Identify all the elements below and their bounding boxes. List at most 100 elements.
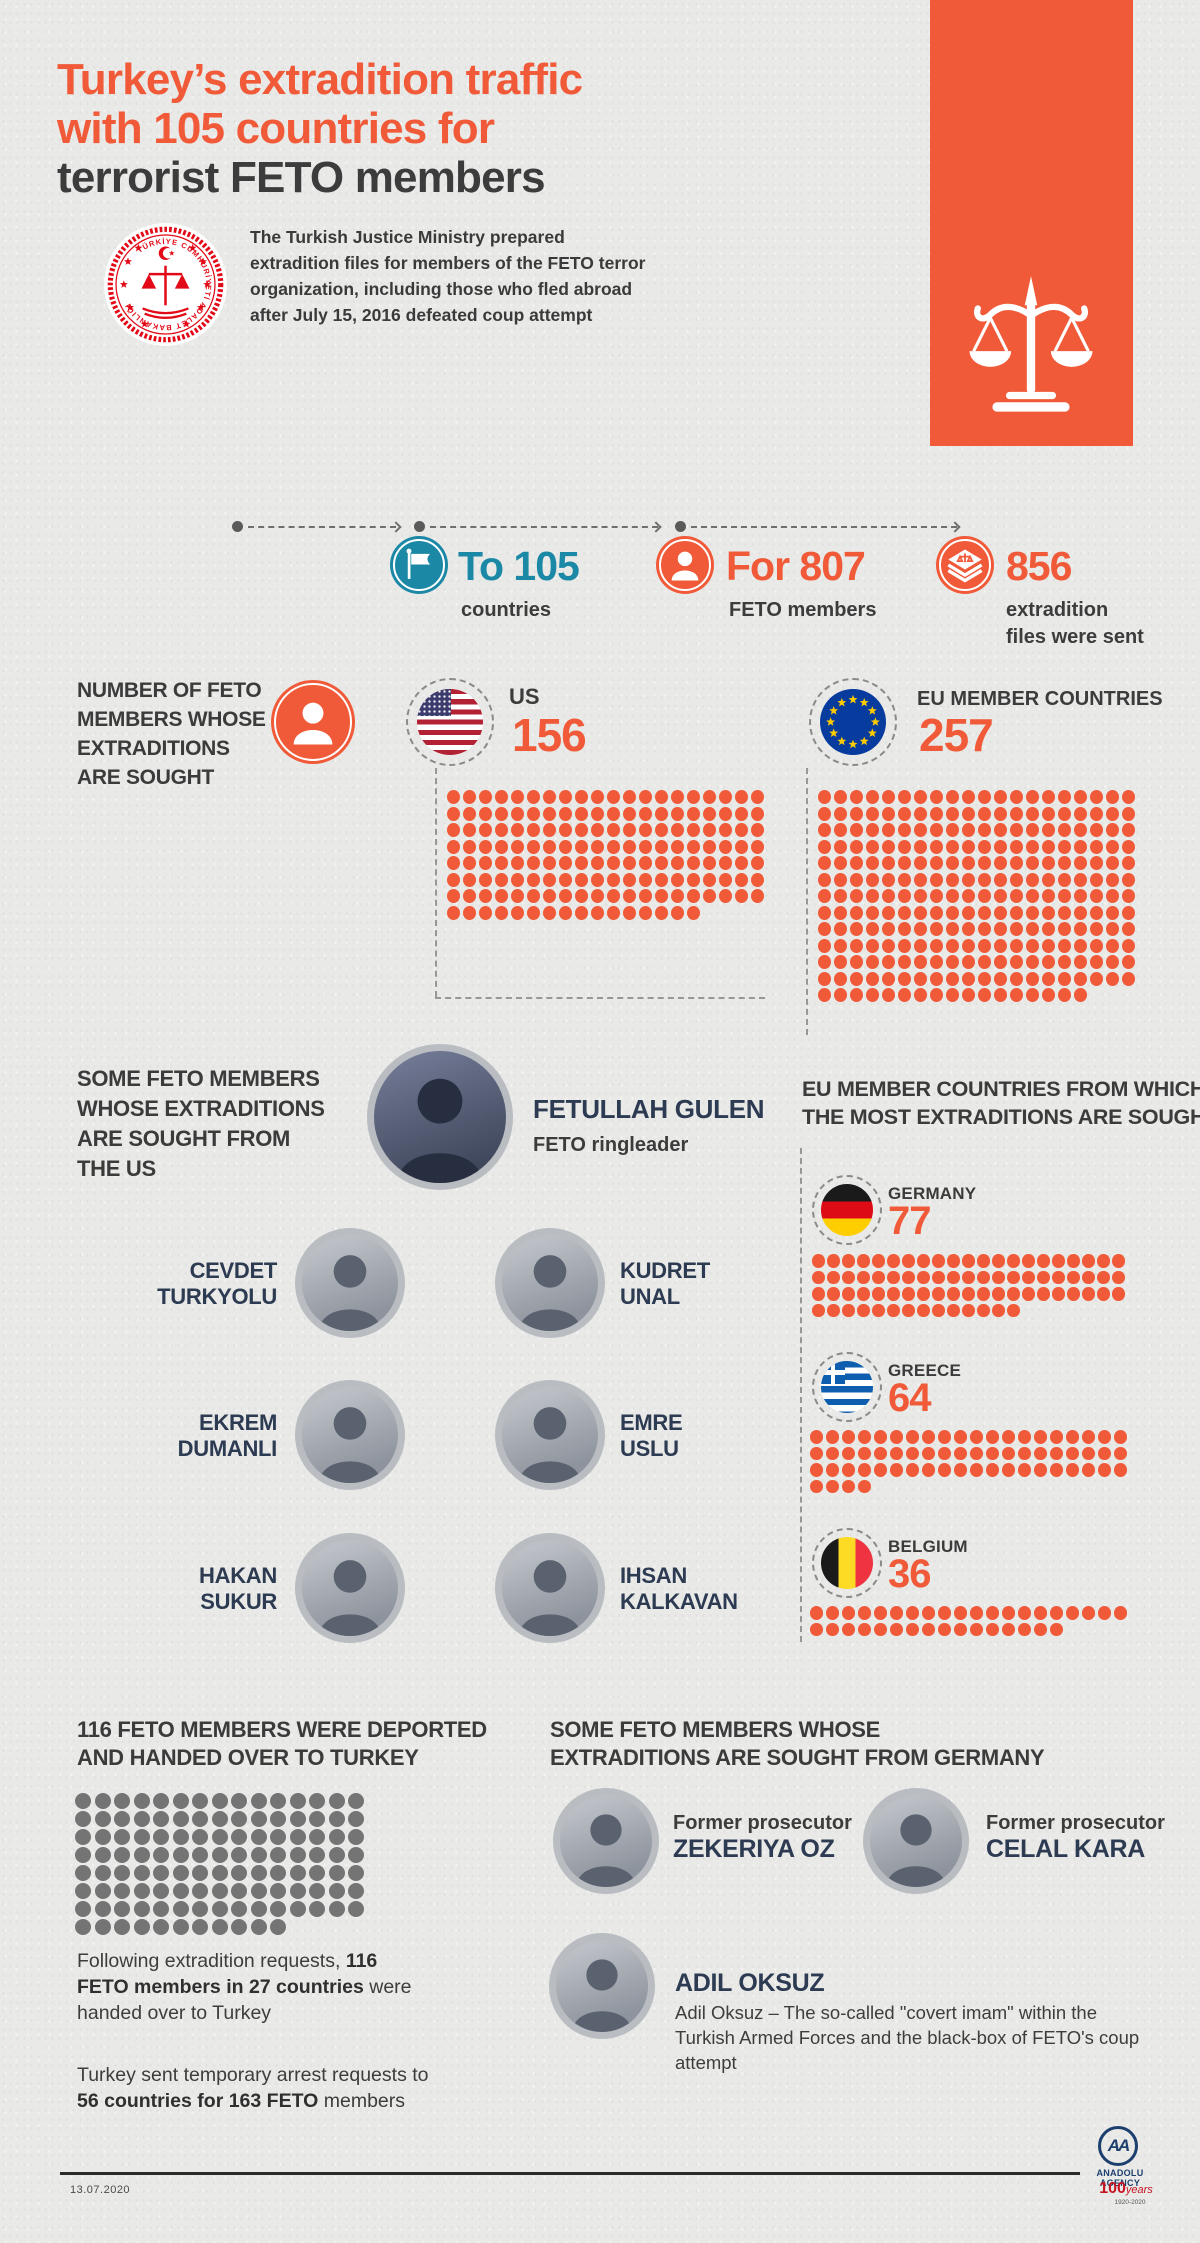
us-dot-matrix (447, 790, 764, 922)
us-guide-horizontal (435, 997, 765, 999)
flag-icon (390, 536, 448, 594)
section-heading-number-sought: NUMBER OF FETO MEMBERS WHOSE EXTRADITIONS A… (77, 679, 266, 789)
footer-divider (60, 2172, 1080, 2175)
deported-note-1: Following extradition requests, 116 FETO… (77, 1950, 412, 2024)
extradition-files-icon (936, 536, 994, 594)
stat-members-label: FETO members (729, 599, 877, 621)
timeline-node-2 (414, 521, 425, 532)
germany-flag-icon (821, 1184, 873, 1236)
germany-value: 77 (888, 1199, 931, 1243)
timeline-segment-3 (691, 526, 957, 528)
name-emre-uslu: EMRE USLU (620, 1410, 683, 1461)
us-label: US (509, 684, 540, 709)
section-heading-eu-countries: EU MEMBER COUNTRIES FROM WHICH THE MOST E… (802, 1077, 1200, 1129)
timeline-segment-2 (430, 526, 658, 528)
name-adil-oksuz: ADIL OKSUZ (675, 1969, 825, 1997)
name-cevdet-turkyolu: CEVDET TURKYOLU (157, 1258, 277, 1309)
name-kudret-unal: KUDRET UNAL (620, 1258, 710, 1309)
stat-files-value: 856 (1006, 543, 1072, 589)
us-flag-ring (406, 678, 494, 766)
orange-side-panel (930, 0, 1133, 446)
photo-ihsan-kalkavan (495, 1533, 605, 1643)
section-heading-germany-members: SOME FETO MEMBERS WHOSE EXTRADITIONS ARE … (550, 1717, 1045, 1770)
seal-book-icon (142, 307, 189, 319)
eu-label: EU MEMBER COUNTRIES (917, 688, 1163, 710)
seal-crescent-icon (158, 246, 175, 261)
greece-label: GREECE (888, 1361, 961, 1380)
deported-note-2: Turkey sent temporary arrest requests to… (77, 2064, 429, 2112)
timeline-node-3 (675, 521, 686, 532)
role-zekeriya-oz: Former prosecutor (673, 1812, 852, 1834)
justice-ministry-seal: TÜRKİYE CUMHURİYETİ ADALET BAKANLIĞI (103, 222, 228, 347)
greece-dot-matrix (810, 1430, 1127, 1496)
eu-value: 257 (919, 709, 994, 761)
agency-year-range: 1920-2020 (1114, 2199, 1146, 2206)
greece-flag-ring (812, 1352, 882, 1422)
timeline-arrow-3 (949, 520, 961, 533)
eu-guide-vertical (806, 768, 808, 1035)
stat-files-label: extradition files were sent (1006, 599, 1144, 648)
photo-ekrem-dumanli (295, 1380, 405, 1490)
title-line-2: with 105 countries for (57, 104, 495, 153)
belgium-label: BELGIUM (888, 1537, 968, 1556)
greece-flag-icon (821, 1361, 873, 1413)
name-ihsan-kalkavan: IHSAN KALKAVAN (620, 1563, 738, 1614)
timeline-arrow-2 (650, 520, 662, 533)
person-icon (656, 536, 714, 594)
germany-dot-matrix (812, 1254, 1125, 1320)
greece-value: 64 (888, 1376, 931, 1420)
photo-kudret-unal (495, 1228, 605, 1338)
photo-emre-uslu (495, 1380, 605, 1490)
eu-flag-icon (820, 689, 886, 755)
anadolu-agency-logo: AA (1098, 2126, 1138, 2166)
intro-text: The Turkish Justice Ministry prepared ext… (250, 227, 646, 325)
belgium-flag-ring (812, 1528, 882, 1598)
us-value: 156 (512, 709, 587, 761)
photo-adil-oksuz (549, 1933, 655, 2039)
seal-scales-icon (148, 265, 183, 306)
stat-countries-label: countries (461, 599, 552, 621)
photo-fetullah-gulen (367, 1044, 513, 1190)
name-ekrem-dumanli: EKREM DUMANLI (177, 1410, 278, 1461)
us-flag-icon (417, 689, 483, 755)
aa-monogram: AA (1107, 2136, 1131, 2155)
name-fetullah-gulen: FETULLAH GULEN (533, 1094, 765, 1124)
timeline-segment-1 (248, 526, 396, 528)
name-celal-kara: CELAL KARA (986, 1835, 1146, 1863)
eu-dot-matrix (818, 790, 1135, 1005)
section-heading-deported: 116 FETO MEMBERS WERE DEPORTED AND HANDED… (77, 1717, 487, 1770)
belgium-dot-matrix (810, 1606, 1127, 1639)
deported-dot-matrix (75, 1793, 364, 1937)
germany-label: GERMANY (888, 1184, 977, 1203)
eu-countries-guide-vertical (800, 1148, 802, 1642)
us-guide-vertical (435, 768, 437, 997)
years-word: years (1125, 2184, 1153, 2196)
name-hakan-sukur: HAKAN SUKUR (199, 1563, 277, 1614)
photo-celal-kara (863, 1788, 969, 1894)
belgium-flag-icon (821, 1537, 873, 1589)
desc-adil-oksuz: Adil Oksuz – The so-called "covert imam"… (675, 2002, 1140, 2073)
stat-countries-value: To 105 (458, 543, 580, 589)
belgium-value: 36 (888, 1552, 931, 1596)
years-number: 100 (1099, 2180, 1126, 2197)
role-celal-kara: Former prosecutor (986, 1812, 1165, 1834)
germany-flag-ring (812, 1175, 882, 1245)
title-line-3: terrorist FETO members (57, 153, 546, 202)
scales-of-justice-icon (969, 276, 1093, 412)
eu-flag-ring (809, 678, 897, 766)
stat-members-value: For 807 (726, 543, 866, 589)
section-heading-us-members: SOME FETO MEMBERS WHOSE EXTRADITIONS ARE S… (77, 1066, 325, 1181)
timeline-arrow-1 (390, 520, 402, 533)
agency-100-years: 100years (1096, 2180, 1156, 2198)
avatar-person-icon (271, 680, 355, 764)
agency-name: ANADOLU AGENCY (1096, 2168, 1144, 2188)
page-title: Turkey’s extradition traffic with 105 co… (57, 55, 927, 202)
photo-cevdet-turkyolu (295, 1228, 405, 1338)
role-fetullah-gulen: FETO ringleader (533, 1134, 689, 1156)
name-zekeriya-oz: ZEKERIYA OZ (673, 1835, 835, 1863)
photo-zekeriya-oz (553, 1788, 659, 1894)
footer-date: 13.07.2020 (70, 2184, 131, 2196)
timeline-node-1 (232, 521, 243, 532)
title-line-1: Turkey’s extradition traffic (57, 55, 583, 104)
